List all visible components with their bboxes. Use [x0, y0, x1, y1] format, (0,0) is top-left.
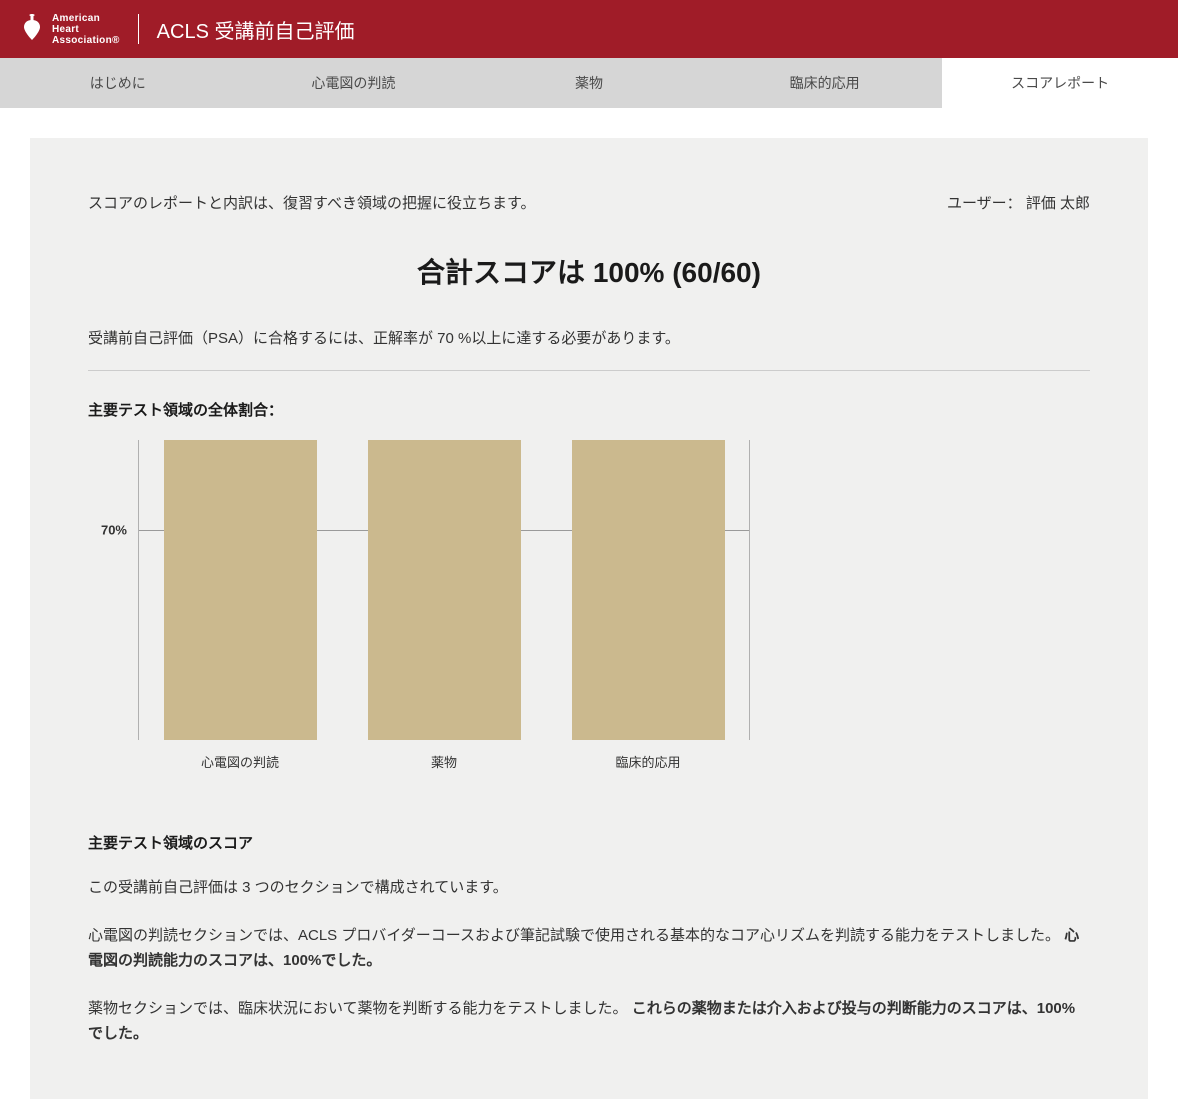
logo-text: American Heart Association®	[52, 13, 120, 46]
user-name: 評価 太郎	[1026, 195, 1090, 212]
bar-label: 臨床的応用	[615, 752, 680, 771]
total-score-title: 合計スコアは 100% (60/60)	[88, 251, 1090, 291]
bar-slot: 臨床的応用	[546, 440, 750, 740]
tab-3[interactable]: 臨床的応用	[707, 58, 943, 108]
body-para-2: 心電図の判読セクションでは、ACLS プロバイダーコースおよび筆記試験で使用され…	[88, 923, 1090, 974]
tab-4[interactable]: スコアレポート	[942, 58, 1178, 108]
bar-slot: 薬物	[342, 440, 546, 740]
tab-0[interactable]: はじめに	[0, 58, 236, 108]
tab-1[interactable]: 心電図の判読	[236, 58, 472, 108]
body-para-1: この受講前自己評価は 3 つのセクションで構成されています。	[88, 875, 1090, 901]
bar	[164, 440, 317, 740]
threshold-label: 70%	[101, 523, 127, 538]
para-text: 心電図の判読セクションでは、ACLS プロバイダーコースおよび筆記試験で使用され…	[88, 927, 1060, 944]
body-heading: 主要テスト領域のスコア	[88, 832, 1090, 853]
score-bar-chart: 70% 心電図の判読薬物臨床的応用	[138, 440, 750, 780]
user-label: ユーザー：	[947, 195, 1022, 212]
intro-row: スコアのレポートと内訳は、復習すべき領域の把握に役立ちます。 ユーザー： 評価 …	[88, 192, 1090, 213]
body-para-3: 薬物セクションでは、臨床状況において薬物を判断する能力をテストしました。 これら…	[88, 996, 1090, 1047]
header-title: ACLS 受講前自己評価	[157, 15, 355, 44]
chart-heading: 主要テスト領域の全体割合：	[88, 399, 1090, 420]
para-text: 薬物セクションでは、臨床状況において薬物を判断する能力をテストしました。	[88, 1000, 628, 1017]
pass-requirement-note: 受講前自己評価（PSA）に合格するには、正解率が 70 %以上に達する必要があり…	[88, 327, 1090, 371]
bar	[572, 440, 725, 740]
bar-label: 薬物	[431, 752, 457, 771]
header-divider	[138, 14, 139, 44]
bar	[368, 440, 521, 740]
chart-bars: 心電図の判読薬物臨床的応用	[138, 440, 750, 740]
user-info: ユーザー： 評価 太郎	[947, 192, 1090, 213]
tab-2[interactable]: 薬物	[471, 58, 707, 108]
main-tabs: はじめに心電図の判読薬物臨床的応用スコアレポート	[0, 58, 1178, 108]
logo-line: Heart	[52, 24, 120, 35]
content-wrap: スコアのレポートと内訳は、復習すべき領域の把握に役立ちます。 ユーザー： 評価 …	[0, 108, 1178, 1099]
logo: American Heart Association®	[20, 13, 120, 46]
logo-line: Association®	[52, 35, 120, 46]
score-report-panel: スコアのレポートと内訳は、復習すべき領域の把握に役立ちます。 ユーザー： 評価 …	[30, 138, 1148, 1099]
bar-label: 心電図の判読	[201, 752, 279, 771]
app-header: American Heart Association® ACLS 受講前自己評価	[0, 0, 1178, 58]
aha-heart-torch-icon	[20, 14, 44, 44]
intro-text: スコアのレポートと内訳は、復習すべき領域の把握に役立ちます。	[88, 192, 535, 213]
logo-line: American	[52, 13, 120, 24]
bar-slot: 心電図の判読	[138, 440, 342, 740]
